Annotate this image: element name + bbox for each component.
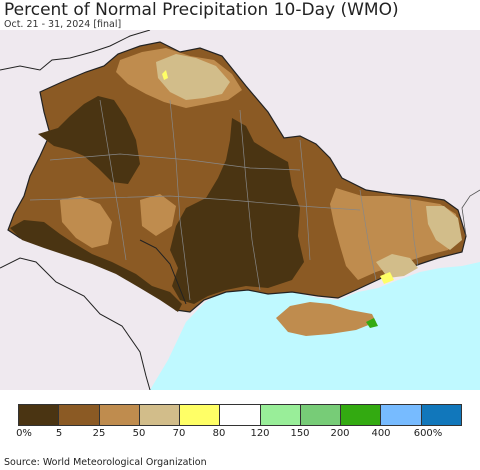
region-very-dry-central xyxy=(170,118,304,304)
legend-tick-label: 5 xyxy=(55,428,63,439)
precipitation-map xyxy=(0,30,480,390)
region-yellow-north xyxy=(162,70,168,80)
legend-tick-label: 80 xyxy=(212,428,226,439)
region-tan-west xyxy=(60,196,112,248)
legend-tick-label: 400 xyxy=(371,428,391,439)
legend-swatch xyxy=(59,405,100,425)
legend-swatch xyxy=(381,405,422,425)
neighbour-border-west xyxy=(0,30,151,71)
legend-swatch xyxy=(260,405,301,425)
region-yellow-southeast xyxy=(380,272,394,284)
legend-tick-label: 25 xyxy=(92,428,106,439)
legend-tick-label: 600% xyxy=(413,428,443,439)
legend-tick-labels: 0% 5 25 50 70 80 120 150 200 400 600% xyxy=(0,428,480,442)
map-subtitle: Oct. 21 - 31, 2024 [final] xyxy=(4,19,122,30)
region-light-tan-east xyxy=(426,206,462,250)
map-title: Percent of Normal Precipitation 10-Day (… xyxy=(4,0,399,20)
neighbour-border-east xyxy=(461,189,480,237)
region-very-dry-southwest xyxy=(10,220,182,312)
region-tan-crimea xyxy=(276,302,376,336)
legend-tick-label: 120 xyxy=(250,428,270,439)
source-attribution: Source: World Meteorological Organizatio… xyxy=(4,457,207,468)
oblast-borders xyxy=(29,99,419,301)
region-very-dry-west xyxy=(38,96,140,184)
region-tan-central xyxy=(140,194,176,236)
legend-tick-label: 70 xyxy=(172,428,186,439)
legend-tick-label: 200 xyxy=(330,428,350,439)
legend-swatch xyxy=(19,405,60,425)
legend-swatch xyxy=(421,405,461,425)
legend-swatch xyxy=(341,405,382,425)
legend-swatch xyxy=(180,405,221,425)
legend-swatch xyxy=(300,405,342,425)
region-light-tan-southeast xyxy=(376,254,418,278)
legend-tick-label: 0% xyxy=(16,428,32,439)
legend-tick-label: 50 xyxy=(132,428,146,439)
neighbour-border-southwest xyxy=(0,257,151,390)
legend-swatch xyxy=(139,405,181,425)
region-green-crimea xyxy=(366,318,378,328)
region-light-tan-north xyxy=(156,54,230,100)
legend-swatch xyxy=(220,405,261,425)
legend-tick-label: 150 xyxy=(290,428,310,439)
legend-swatch xyxy=(99,405,140,425)
color-legend xyxy=(18,404,462,426)
southern-border xyxy=(139,239,187,305)
